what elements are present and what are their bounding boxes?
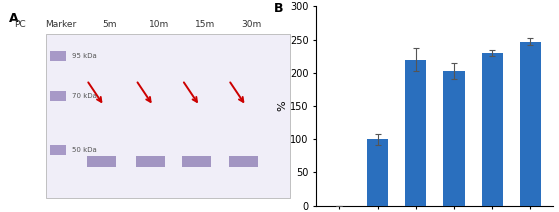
- Text: 95 kDa: 95 kDa: [72, 53, 97, 59]
- Text: 70 kDa: 70 kDa: [72, 93, 97, 99]
- Bar: [520, 42, 541, 206]
- FancyBboxPatch shape: [50, 145, 67, 155]
- Text: 30m: 30m: [241, 20, 262, 29]
- FancyBboxPatch shape: [87, 156, 116, 167]
- FancyBboxPatch shape: [46, 34, 290, 198]
- Text: A: A: [8, 12, 18, 25]
- Bar: [482, 53, 503, 206]
- Text: 50 kDa: 50 kDa: [72, 147, 97, 153]
- Text: 15m: 15m: [195, 20, 216, 29]
- Text: B: B: [274, 2, 283, 15]
- Y-axis label: %: %: [277, 101, 287, 111]
- FancyBboxPatch shape: [50, 51, 67, 61]
- FancyBboxPatch shape: [136, 156, 165, 167]
- Text: PC: PC: [15, 20, 26, 29]
- FancyBboxPatch shape: [229, 156, 258, 167]
- Text: 5m: 5m: [103, 20, 117, 29]
- FancyBboxPatch shape: [182, 156, 211, 167]
- Bar: [367, 139, 388, 206]
- Text: Marker: Marker: [45, 20, 76, 29]
- Bar: [405, 60, 427, 206]
- Bar: [443, 71, 465, 206]
- FancyBboxPatch shape: [50, 91, 67, 101]
- Text: 10m: 10m: [149, 20, 169, 29]
